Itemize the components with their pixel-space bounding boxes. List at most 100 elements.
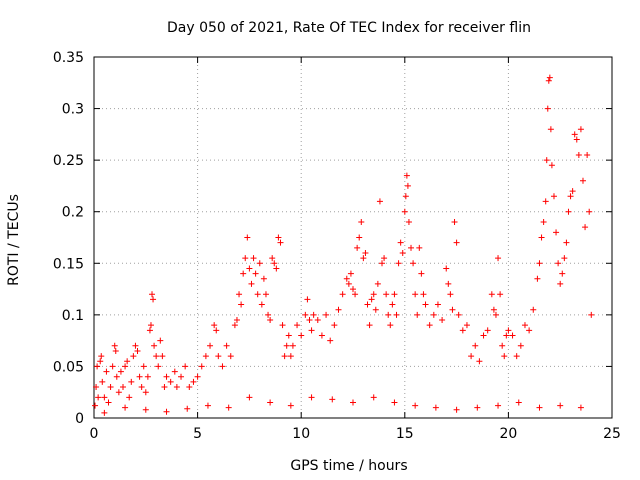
data-point	[302, 311, 309, 318]
data-point	[339, 291, 346, 298]
data-point	[335, 306, 342, 313]
data-point	[449, 306, 456, 313]
data-point	[285, 332, 292, 339]
data-point	[117, 368, 124, 375]
data-point	[151, 342, 158, 349]
data-point	[211, 322, 218, 329]
data-point	[391, 291, 398, 298]
data-point	[138, 384, 145, 391]
data-point	[356, 234, 363, 241]
data-point	[391, 399, 398, 406]
data-point	[439, 317, 446, 324]
data-point	[543, 157, 550, 164]
data-point	[262, 291, 269, 298]
y-axis-ticks: 0 0.05 0.1 0.15 0.2 0.25 0.3 0.35	[53, 50, 612, 427]
data-point	[101, 394, 108, 401]
plot-frame	[93, 56, 613, 419]
data-point	[149, 291, 156, 298]
data-point	[97, 358, 104, 365]
data-point	[107, 384, 114, 391]
data-point	[567, 193, 574, 200]
data-point	[238, 301, 245, 308]
data-point	[354, 244, 361, 251]
data-point	[420, 291, 427, 298]
data-point	[530, 306, 537, 313]
data-point	[379, 260, 386, 267]
data-point	[555, 260, 562, 267]
data-point	[184, 405, 191, 412]
data-point	[95, 394, 102, 401]
data-point	[488, 291, 495, 298]
y-tick-label: 0.25	[53, 153, 84, 169]
data-point	[397, 239, 404, 246]
x-axis-ticks: 0 5 10 15 20 25	[90, 57, 621, 442]
data-point	[267, 317, 274, 324]
data-point	[582, 224, 589, 231]
data-point	[495, 255, 502, 262]
data-point	[387, 322, 394, 329]
data-point	[345, 280, 352, 287]
y-axis-label: ROTI / TECUs	[6, 194, 22, 286]
data-point	[275, 234, 282, 241]
data-point	[115, 389, 122, 396]
data-point	[277, 239, 284, 246]
data-point	[360, 255, 367, 262]
data-point	[182, 363, 189, 370]
data-point	[579, 177, 586, 184]
data-point	[412, 291, 419, 298]
data-point	[536, 404, 543, 411]
data-point	[474, 404, 481, 411]
data-point	[545, 77, 552, 84]
data-point	[463, 322, 470, 329]
data-point	[207, 342, 214, 349]
data-point	[132, 342, 139, 349]
data-point	[103, 368, 110, 375]
data-point	[513, 353, 520, 360]
data-point	[246, 265, 253, 272]
data-point	[584, 151, 591, 158]
data-point	[327, 337, 334, 344]
data-point	[279, 322, 286, 329]
data-point	[150, 296, 157, 303]
data-point	[269, 255, 276, 262]
data-point	[432, 404, 439, 411]
data-point	[472, 342, 479, 349]
data-point	[364, 301, 371, 308]
data-point	[244, 234, 251, 241]
data-point	[405, 219, 412, 226]
data-point	[242, 255, 249, 262]
data-point	[521, 322, 528, 329]
data-point	[144, 373, 151, 380]
data-point	[163, 408, 170, 415]
data-point	[250, 255, 257, 262]
data-point	[306, 317, 313, 324]
data-point	[308, 327, 315, 334]
data-point	[588, 311, 595, 318]
data-point	[573, 136, 580, 143]
data-point	[547, 126, 554, 133]
data-point	[213, 327, 220, 334]
data-point	[453, 406, 460, 413]
data-point	[99, 378, 106, 385]
data-point	[376, 198, 383, 205]
data-point	[451, 219, 458, 226]
data-point	[329, 396, 336, 403]
data-point	[374, 280, 381, 287]
data-point	[231, 322, 238, 329]
data-point	[225, 404, 232, 411]
data-point	[252, 270, 259, 277]
data-point	[401, 208, 408, 215]
data-point	[393, 311, 400, 318]
x-tick-label: 15	[396, 426, 414, 442]
data-point	[459, 327, 466, 334]
data-point	[287, 402, 294, 409]
data-point	[186, 384, 193, 391]
data-point	[281, 353, 288, 360]
data-point	[350, 286, 356, 293]
data-point	[343, 275, 350, 282]
data-point	[142, 406, 149, 413]
y-tick-label: 0.35	[53, 50, 84, 66]
data-point	[468, 353, 475, 360]
data-point	[544, 105, 551, 112]
